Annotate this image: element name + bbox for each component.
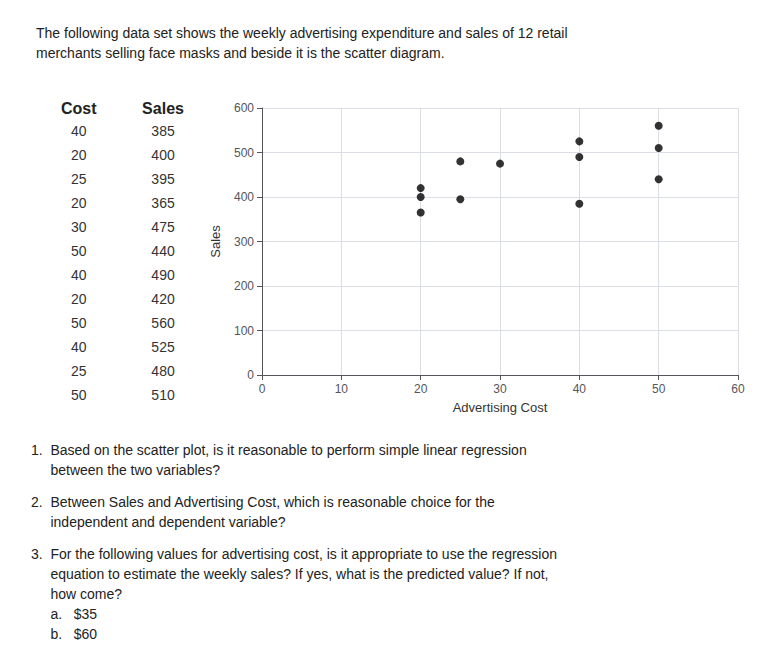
- svg-text:3. For the following values f: 3. For the following values for advertis…: [31, 546, 557, 562]
- svg-text:30: 30: [71, 219, 87, 235]
- svg-text:440: 440: [151, 243, 175, 259]
- svg-text:40: 40: [71, 267, 87, 283]
- svg-text:2. Between Sales and Advertis: 2. Between Sales and Advertising Cost, w…: [31, 494, 495, 510]
- svg-text:200: 200: [234, 279, 254, 293]
- svg-text:20: 20: [71, 147, 87, 163]
- svg-text:510: 510: [151, 387, 175, 403]
- svg-text:20: 20: [71, 291, 87, 307]
- svg-text:480: 480: [151, 363, 175, 379]
- svg-text:0: 0: [259, 382, 266, 396]
- svg-text:a. $35: a. $35: [31, 606, 97, 622]
- svg-text:independent and dependent vari: independent and dependent variable?: [31, 514, 286, 530]
- svg-text:b. $60: b. $60: [31, 626, 97, 642]
- svg-text:20: 20: [71, 195, 87, 211]
- svg-text:Sales: Sales: [208, 225, 223, 258]
- svg-text:50: 50: [71, 387, 87, 403]
- svg-text:40: 40: [71, 123, 87, 139]
- svg-text:600: 600: [234, 101, 254, 115]
- svg-text:400: 400: [234, 190, 254, 204]
- svg-text:50: 50: [652, 382, 666, 396]
- svg-text:560: 560: [151, 315, 175, 331]
- svg-text:20: 20: [414, 382, 428, 396]
- svg-text:1. Based on the scatter plot,: 1. Based on the scatter plot, is it reas…: [31, 442, 527, 458]
- svg-text:300: 300: [234, 235, 254, 249]
- svg-text:30: 30: [493, 382, 507, 396]
- svg-text:how come?: how come?: [31, 586, 122, 602]
- svg-text:50: 50: [71, 243, 87, 259]
- svg-text:420: 420: [151, 291, 175, 307]
- svg-text:Cost: Cost: [61, 100, 97, 117]
- svg-text:500: 500: [234, 146, 254, 160]
- svg-text:25: 25: [71, 363, 87, 379]
- svg-text:40: 40: [71, 339, 87, 355]
- svg-text:Advertising Cost: Advertising Cost: [453, 400, 548, 415]
- svg-text:merchants selling face masks a: merchants selling face masks and beside …: [36, 45, 445, 61]
- svg-text:385: 385: [151, 123, 175, 139]
- svg-text:395: 395: [151, 171, 175, 187]
- svg-text:365: 365: [151, 195, 175, 211]
- svg-text:525: 525: [151, 339, 175, 355]
- svg-text:490: 490: [151, 267, 175, 283]
- svg-text:25: 25: [71, 171, 87, 187]
- svg-text:between the two variables?: between the two variables?: [31, 462, 220, 478]
- svg-text:400: 400: [151, 147, 175, 163]
- svg-text:40: 40: [573, 382, 587, 396]
- svg-text:0: 0: [247, 368, 254, 382]
- svg-text:Sales: Sales: [142, 100, 184, 117]
- svg-text:100: 100: [234, 324, 254, 338]
- svg-text:The following data set shows t: The following data set shows the weekly …: [36, 25, 568, 41]
- svg-text:475: 475: [151, 219, 175, 235]
- svg-text:equation to estimate the weekl: equation to estimate the weekly sales? I…: [31, 566, 549, 582]
- svg-text:60: 60: [731, 382, 745, 396]
- svg-text:50: 50: [71, 315, 87, 331]
- svg-text:10: 10: [335, 382, 349, 396]
